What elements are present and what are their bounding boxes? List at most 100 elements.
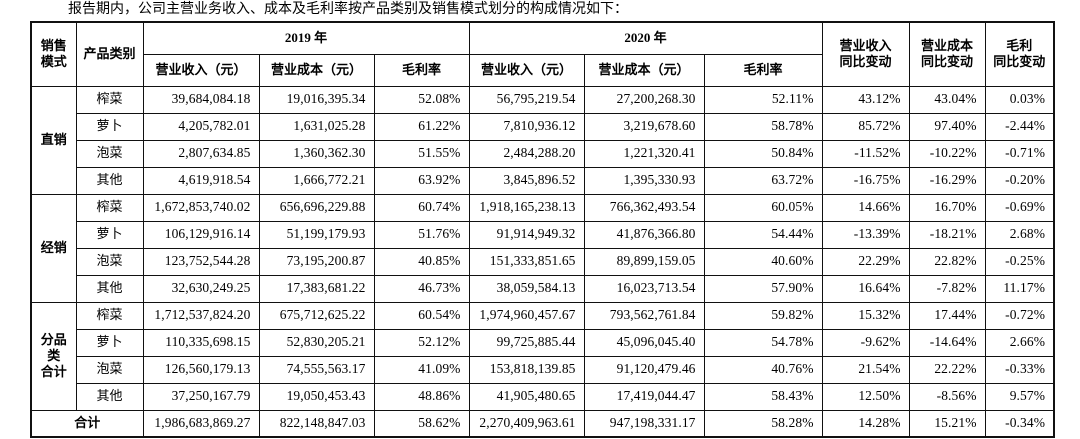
revenue-2020-cell: 99,725,885.44 <box>468 328 585 357</box>
table-row: 直销 榨菜 39,684,084.18 19,016,395.34 52.08%… <box>30 85 1055 195</box>
margin-2020-cell: 58.43% <box>703 382 823 411</box>
profit-yoy-cell: -0.33% <box>984 355 1055 384</box>
cost-yoy-cell: -16.29% <box>908 166 986 195</box>
revenue-2019-cell: 39,684,084.18 <box>142 85 260 114</box>
cost-2019-cell: 17,383,681.22 <box>258 274 375 303</box>
revenue-2020-cell: 7,810,936.12 <box>468 112 585 141</box>
profit-yoy-cell: 0.03% <box>984 85 1055 114</box>
category-cell: 其他 <box>75 166 144 195</box>
revenue-2020-cell: 38,059,584.13 <box>468 274 585 303</box>
revenue-2019-cell: 32,630,249.25 <box>142 274 260 303</box>
profit-yoy-cell: -0.20% <box>984 166 1055 195</box>
mode-cell-distribution: 经销 <box>30 193 77 303</box>
cost-2020-cell: 1,221,320.41 <box>583 139 705 168</box>
cost-2019-cell: 52,830,205.21 <box>258 328 375 357</box>
margin-2019-cell: 48.86% <box>373 382 470 411</box>
margin-2020-cell: 54.78% <box>703 328 823 357</box>
cost-2020-cell: 91,120,479.46 <box>583 355 705 384</box>
revenue-yoy-cell: 12.50% <box>821 382 910 411</box>
category-cell: 泡菜 <box>75 247 144 276</box>
header-sales-mode: 销售 模式 <box>30 21 77 87</box>
header-revenue-2020: 营业收入（元） <box>468 53 585 87</box>
total-margin-2020-cell: 58.28% <box>703 409 823 438</box>
revenue-2019-cell: 1,712,537,824.20 <box>142 301 260 330</box>
cost-2019-cell: 74,555,563.17 <box>258 355 375 384</box>
margin-2019-cell: 63.92% <box>373 166 470 195</box>
cost-2020-cell: 793,562,761.84 <box>583 301 705 330</box>
revenue-2020-cell: 41,905,480.65 <box>468 382 585 411</box>
profit-yoy-cell: -0.69% <box>984 193 1055 222</box>
cost-yoy-cell: 97.40% <box>908 112 986 141</box>
table-row: 泡菜 2,807,634.85 1,360,362.30 51.55% 2,48… <box>31 139 1055 168</box>
cost-yoy-cell: -18.21% <box>908 220 986 249</box>
profit-yoy-cell: 9.57% <box>984 382 1055 411</box>
revenue-2020-cell: 3,845,896.52 <box>468 166 585 195</box>
margin-2020-cell: 60.05% <box>703 193 823 222</box>
category-cell: 榨菜 <box>75 193 144 222</box>
table-row: 萝卜 4,205,782.01 1,631,025.28 61.22% 7,81… <box>31 112 1055 141</box>
revenue-2020-cell: 91,914,949.32 <box>468 220 585 249</box>
margin-2019-cell: 41.09% <box>373 355 470 384</box>
header-cost-2019: 营业成本（元） <box>258 53 375 87</box>
category-cell: 萝卜 <box>75 328 144 357</box>
cost-2019-cell: 656,696,229.88 <box>258 193 375 222</box>
revenue-2020-cell: 56,795,219.54 <box>468 85 585 114</box>
cost-2019-cell: 73,195,200.87 <box>258 247 375 276</box>
profit-yoy-cell: -0.72% <box>984 301 1055 330</box>
revenue-yoy-cell: 22.29% <box>821 247 910 276</box>
profit-yoy-cell: -0.71% <box>984 139 1055 168</box>
revenue-2020-cell: 1,974,960,457.67 <box>468 301 585 330</box>
header-cost-yoy: 营业成本 同比变动 <box>908 21 986 87</box>
revenue-2020-cell: 153,818,139.85 <box>468 355 585 384</box>
revenue-2019-cell: 123,752,544.28 <box>142 247 260 276</box>
cost-2019-cell: 675,712,625.22 <box>258 301 375 330</box>
total-margin-2019-cell: 58.62% <box>373 409 470 438</box>
table-row: 萝卜 110,335,698.15 52,830,205.21 52.12% 9… <box>31 328 1055 357</box>
header-year-2019: 2019 年 <box>142 21 470 55</box>
cost-yoy-cell: -14.64% <box>908 328 986 357</box>
profit-yoy-cell: 2.68% <box>984 220 1055 249</box>
cost-2019-cell: 19,050,453.43 <box>258 382 375 411</box>
table-row: 其他 32,630,249.25 17,383,681.22 46.73% 38… <box>31 274 1055 303</box>
cost-2019-cell: 1,360,362.30 <box>258 139 375 168</box>
profit-yoy-cell: -0.25% <box>984 247 1055 276</box>
margin-2020-cell: 59.82% <box>703 301 823 330</box>
margin-2019-cell: 60.54% <box>373 301 470 330</box>
cost-2020-cell: 89,899,159.05 <box>583 247 705 276</box>
header-profit-yoy: 毛利 同比变动 <box>984 21 1055 87</box>
profit-yoy-cell: 11.17% <box>984 274 1055 303</box>
revenue-2019-cell: 2,807,634.85 <box>142 139 260 168</box>
category-cell: 其他 <box>75 382 144 411</box>
cost-yoy-cell: 43.04% <box>908 85 986 114</box>
revenue-yoy-cell: -13.39% <box>821 220 910 249</box>
margin-2020-cell: 58.78% <box>703 112 823 141</box>
margin-2019-cell: 61.22% <box>373 112 470 141</box>
margin-2019-cell: 52.08% <box>373 85 470 114</box>
total-profit-yoy-cell: -0.34% <box>984 409 1055 438</box>
header-revenue-2019: 营业收入（元） <box>142 53 260 87</box>
margin-2019-cell: 46.73% <box>373 274 470 303</box>
mode-cell-subtotal: 分品类 合计 <box>30 301 77 411</box>
profit-yoy-cell: 2.66% <box>984 328 1055 357</box>
revenue-yoy-cell: -9.62% <box>821 328 910 357</box>
intro-text: 报告期内，公司主营业务收入、成本及毛利率按产品类别及销售模式划分的构成情况如下： <box>68 2 628 17</box>
margin-2019-cell: 52.12% <box>373 328 470 357</box>
total-cost-2020-cell: 947,198,331.17 <box>583 409 705 438</box>
total-row: 合计 1,986,683,869.27 822,148,847.03 58.62… <box>30 409 1055 438</box>
cost-2020-cell: 766,362,493.54 <box>583 193 705 222</box>
cost-yoy-cell: 22.82% <box>908 247 986 276</box>
header-year-2020: 2020 年 <box>468 21 823 55</box>
revenue-2019-cell: 106,129,916.14 <box>142 220 260 249</box>
cost-2020-cell: 1,395,330.93 <box>583 166 705 195</box>
total-label-cell: 合计 <box>30 409 144 438</box>
revenue-2019-cell: 37,250,167.79 <box>142 382 260 411</box>
cost-yoy-cell: -8.56% <box>908 382 986 411</box>
cost-2020-cell: 3,219,678.60 <box>583 112 705 141</box>
cost-yoy-cell: -10.22% <box>908 139 986 168</box>
margin-2020-cell: 40.60% <box>703 247 823 276</box>
revenue-2019-cell: 4,205,782.01 <box>142 112 260 141</box>
cost-2019-cell: 1,631,025.28 <box>258 112 375 141</box>
margin-2019-cell: 40.85% <box>373 247 470 276</box>
revenue-2019-cell: 4,619,918.54 <box>142 166 260 195</box>
margin-2020-cell: 54.44% <box>703 220 823 249</box>
